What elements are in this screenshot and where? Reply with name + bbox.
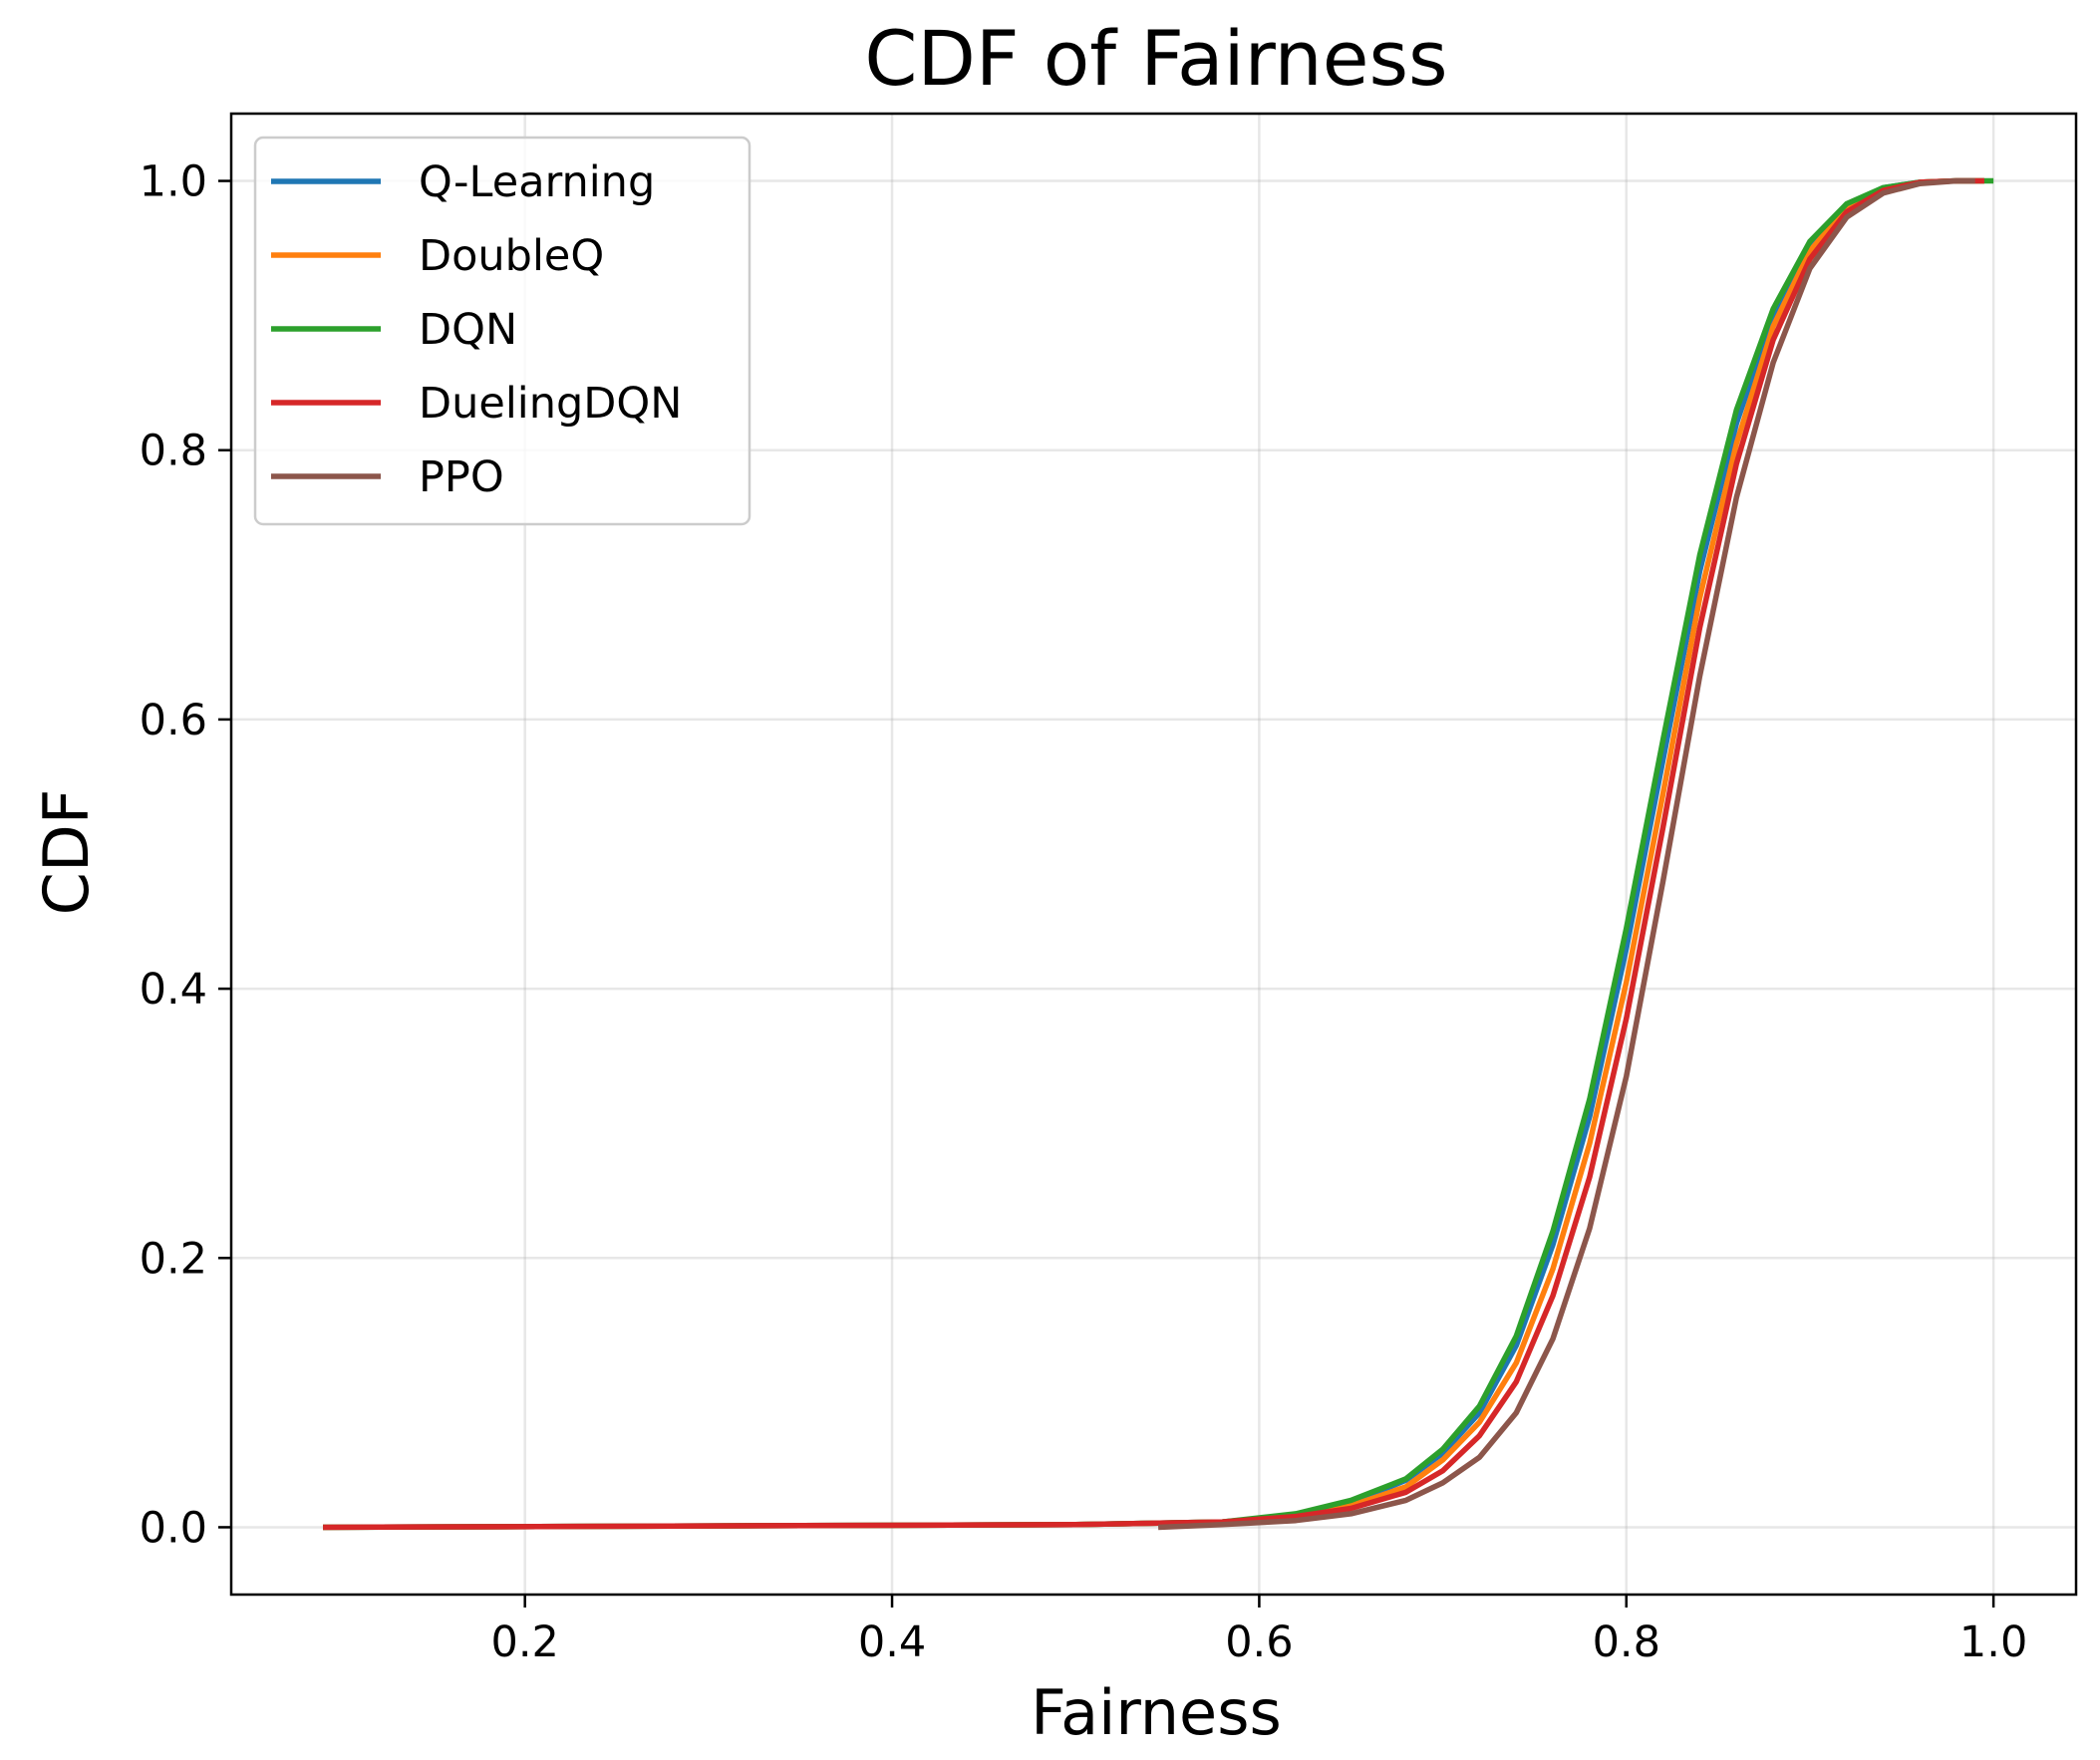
- y-axis-label: CDF: [30, 789, 103, 916]
- legend-label: PPO: [419, 452, 504, 502]
- legend-label: Q-Learning: [419, 157, 655, 207]
- series-line-duelingdqn: [323, 177, 1984, 1531]
- y-axis-ticks: 0.0 0.2 0.4 0.6 0.8 1.0: [140, 157, 231, 1553]
- x-tick-label: 1.0: [1959, 1617, 2027, 1667]
- y-tick-label: 0.6: [140, 696, 207, 745]
- plot-frame: [229, 112, 2078, 1597]
- y-tick-label: 1.0: [140, 157, 207, 207]
- x-tick-label: 0.6: [1225, 1617, 1293, 1667]
- grid: [231, 114, 2076, 1595]
- series-line-ppo: [1157, 177, 1975, 1531]
- legend-label: DuelingDQN: [419, 379, 682, 429]
- chart-title: CDF of Fairness: [864, 14, 1447, 103]
- legend: Q-Learning DoubleQ DQN DuelingDQN PPO: [253, 136, 751, 526]
- x-axis-ticks: 0.2 0.4 0.6 0.8 1.0: [490, 1595, 2027, 1667]
- y-tick-label: 0.2: [140, 1234, 207, 1284]
- legend-label: DoubleQ: [419, 231, 604, 281]
- y-tick-label: 0.4: [140, 965, 207, 1015]
- x-tick-label: 0.2: [490, 1617, 558, 1667]
- legend-box: [253, 136, 751, 526]
- plot-series: [323, 177, 1994, 1531]
- x-tick-label: 0.4: [858, 1617, 926, 1667]
- y-tick-label: 0.0: [140, 1503, 207, 1553]
- legend-label: DQN: [419, 305, 517, 355]
- x-axis-label: Fairness: [1031, 1676, 1282, 1749]
- x-tick-label: 0.8: [1593, 1617, 1660, 1667]
- y-tick-label: 0.8: [140, 427, 207, 476]
